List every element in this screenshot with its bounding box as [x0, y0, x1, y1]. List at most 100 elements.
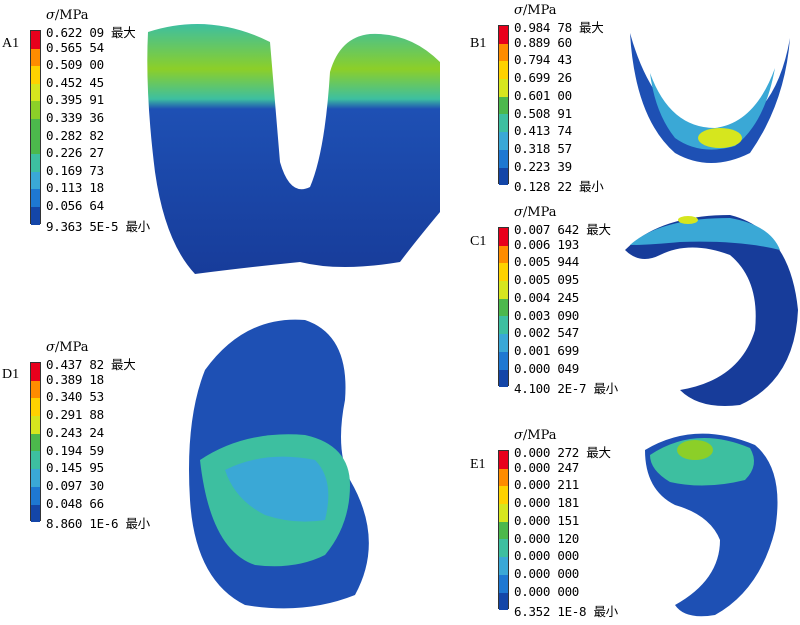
legend-value: 0.000 049 — [514, 360, 580, 376]
legend-value: 0.005 095 — [514, 272, 580, 288]
color-scale-segment — [31, 171, 40, 190]
legend-value: 0.984 78 最大 — [514, 20, 604, 35]
color-scale-segment — [499, 96, 508, 115]
color-scale-segment — [31, 83, 40, 102]
color-scale-segment — [31, 118, 40, 137]
color-scale-segment — [31, 398, 40, 417]
legend-value: 0.169 73 — [46, 162, 104, 178]
legend-value: 0.226 27 — [46, 145, 104, 161]
legend-value: 0.508 91 — [514, 105, 572, 121]
legend-value: 0.048 66 — [46, 495, 104, 511]
legend-title: σ/MPa — [46, 8, 89, 23]
legend-value: 0.318 57 — [514, 140, 572, 156]
legend-value: 0.097 30 — [46, 477, 104, 493]
legend-value: 0.339 36 — [46, 110, 104, 125]
legend-value: 0.340 53 — [46, 389, 104, 405]
color-scale-segment — [31, 101, 40, 119]
legend-value: 0.282 82 — [46, 127, 104, 143]
legend-title: σ/MPa — [46, 340, 89, 355]
color-scale-segment — [31, 416, 40, 434]
color-scale-segment — [31, 66, 40, 84]
color-scale-segment — [31, 189, 40, 207]
color-scale-segment — [499, 167, 508, 186]
color-scale-segment — [31, 486, 40, 505]
color-scale-bar — [498, 450, 509, 611]
color-scale-bar — [30, 30, 41, 225]
tibial-plateau-contour-plot — [189, 319, 369, 609]
femur-contour-plot — [147, 24, 441, 274]
legend-value: 0.113 18 — [46, 180, 104, 196]
legend-value: 0.395 91 — [46, 92, 104, 108]
color-scale-segment — [499, 245, 508, 264]
color-scale-bar — [498, 25, 509, 186]
legend-value: 0.243 24 — [46, 424, 104, 440]
legend-value: 0.128 22 最小 — [514, 179, 604, 195]
color-scale-segment — [499, 228, 508, 246]
legend-value: 9.363 5E-5 最小 — [46, 218, 150, 234]
legend-value: 0.000 000 — [514, 565, 580, 581]
legend-value: 0.005 944 — [514, 254, 580, 270]
color-scale-segment — [499, 26, 508, 44]
color-scale-segment — [499, 504, 508, 522]
color-scale-segment — [31, 363, 40, 381]
legend-value: 0.002 547 — [514, 325, 580, 341]
legend-value: 0.000 181 — [514, 495, 580, 511]
color-scale-bar — [30, 362, 41, 523]
meniscus-b-contour-plot — [630, 33, 790, 163]
color-scale-segment — [31, 206, 40, 225]
legend-value: 0.794 43 — [514, 52, 572, 68]
legend-value: 6.352 1E-8 最小 — [514, 604, 618, 620]
color-scale-segment — [499, 539, 508, 558]
cartilage-e-contour-plot — [645, 433, 778, 617]
color-scale-segment — [499, 114, 508, 133]
legend-value: 0.145 95 — [46, 460, 104, 476]
color-scale-segment — [31, 136, 40, 155]
color-scale-segment — [499, 557, 508, 575]
color-scale-segment — [31, 380, 40, 399]
legend-value: 0.509 00 — [46, 57, 104, 73]
color-scale-segment — [31, 469, 40, 487]
legend-value: 0.007 642 最大 — [514, 222, 611, 237]
legend-title: σ/MPa — [514, 3, 557, 18]
color-scale-segment — [499, 351, 508, 370]
meniscus-c-contour-plot — [625, 215, 798, 406]
color-scale-segment — [31, 433, 40, 452]
color-scale-segment — [499, 521, 508, 540]
legend-value: 0.389 18 — [46, 371, 104, 387]
color-scale-segment — [499, 43, 508, 62]
legend-value: 0.000 211 — [514, 477, 580, 493]
color-scale-segment — [499, 263, 508, 282]
color-scale-segment — [499, 79, 508, 97]
color-scale-segment — [499, 298, 508, 317]
color-scale-segment — [31, 31, 40, 49]
legend-value: 0.413 74 — [514, 123, 572, 139]
color-scale-segment — [499, 334, 508, 352]
legend-value: 0.000 272 最大 — [514, 445, 611, 460]
color-scale-segment — [31, 48, 40, 67]
legend-value: 0.000 000 — [514, 583, 580, 599]
color-scale-segment — [31, 451, 40, 470]
legend-title: σ/MPa — [514, 205, 557, 220]
legend-value: 0.000 247 — [514, 459, 580, 475]
legend-value: 0.565 54 — [46, 39, 104, 55]
panel-label: E1 — [470, 457, 486, 472]
panel-label: A1 — [2, 36, 20, 51]
legend-value: 0.056 64 — [46, 198, 104, 213]
legend-title: σ/MPa — [514, 428, 557, 443]
color-scale-segment — [499, 369, 508, 388]
color-scale-segment — [499, 592, 508, 611]
legend-value: 0.622 09 最大 — [46, 25, 136, 40]
color-scale-segment — [499, 61, 508, 80]
legend-value: 0.003 090 — [514, 307, 580, 323]
legend-value: 0.699 26 — [514, 70, 572, 86]
color-scale-segment — [499, 486, 508, 505]
color-scale-segment — [499, 316, 508, 335]
color-scale-segment — [499, 451, 508, 469]
legend-value: 0.001 699 — [514, 342, 580, 358]
color-scale-segment — [31, 154, 40, 172]
color-scale-segment — [31, 504, 40, 523]
legend-value: 0.000 000 — [514, 548, 580, 564]
legend-value: 0.291 88 — [46, 407, 104, 423]
legend-value: 4.100 2E-7 最小 — [514, 381, 618, 397]
legend-value: 0.889 60 — [514, 34, 572, 50]
